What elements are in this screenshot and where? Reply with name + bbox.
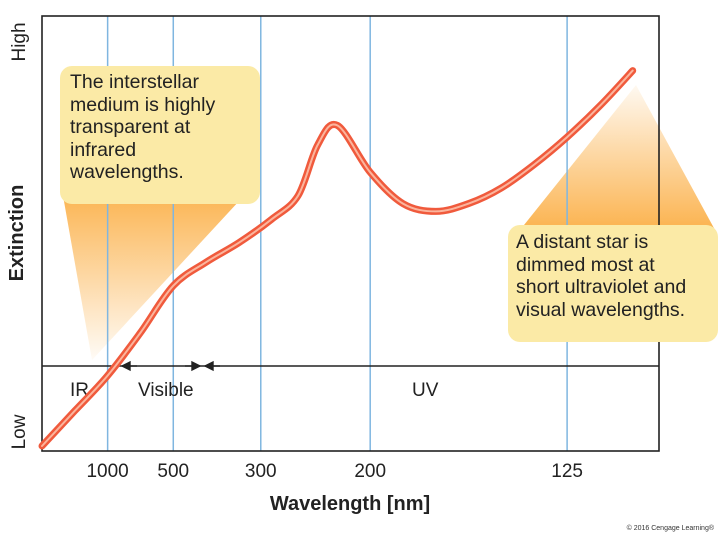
callout-line: visual wavelengths. — [516, 298, 686, 321]
band-label-visible: Visible — [138, 380, 194, 401]
x-tick-label: 300 — [245, 461, 277, 482]
x-tick-label: 125 — [551, 461, 583, 482]
callout-line: dimmed most at — [516, 253, 655, 276]
uv-dimming-callout: A distant star is dimmed most at short u… — [508, 225, 718, 342]
x-tick-label: 500 — [157, 461, 189, 482]
x-tick-label: 1000 — [86, 461, 128, 482]
extinction-curve-highlight — [41, 69, 634, 447]
callout-line: medium is highly — [70, 93, 216, 116]
uv-callout-pointer — [520, 85, 715, 230]
x-tick-label: 200 — [354, 461, 386, 482]
callout-line: infrared — [70, 138, 137, 161]
callout-line: wavelengths. — [70, 161, 184, 183]
ir-callout-pointer — [62, 190, 240, 360]
band-arrows — [120, 360, 220, 372]
callout-line: short ultraviolet and — [516, 276, 687, 298]
y-axis-high-label: High — [9, 22, 30, 61]
callout-line: A distant star is — [516, 231, 649, 253]
callout-line: transparent at — [70, 116, 191, 138]
x-axis-title: Wavelength [nm] — [270, 493, 430, 515]
copyright-notice: © 2016 Cengage Learning® — [626, 525, 714, 532]
callout-line: The interstellar — [70, 71, 199, 93]
y-axis-low-label: Low — [9, 414, 30, 449]
band-label-ir: IR — [70, 380, 89, 401]
y-axis-title: Extinction — [6, 185, 28, 282]
ir-transparency-callout: The interstellar medium is highly transp… — [60, 66, 260, 204]
x-tick-labels: 1000 500 300 200 125 — [86, 461, 582, 482]
band-label-uv: UV — [412, 380, 439, 401]
